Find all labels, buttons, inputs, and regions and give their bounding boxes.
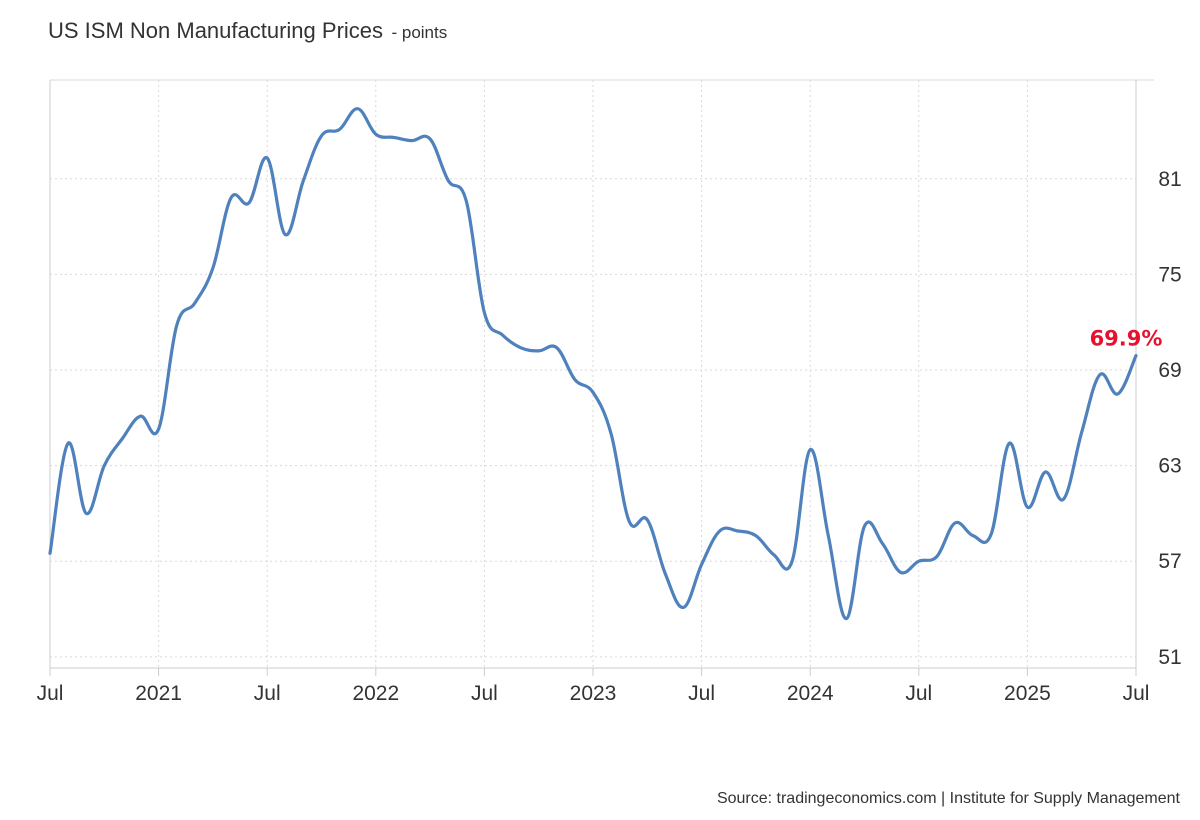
x-tick-label: Jul <box>37 682 64 705</box>
line-chart: 51 57 63 69 75 81 Jul 2021 Jul 2022 Jul 2023 Jul 202… <box>37 79 1182 705</box>
vertical-gridlines <box>49 80 1137 676</box>
y-tick-label: 63 <box>1158 455 1181 478</box>
x-tick-label: Jul <box>254 682 281 705</box>
y-tick-label: 57 <box>1158 550 1181 573</box>
x-tick-label: 2022 <box>352 682 399 705</box>
y-tick-label: 51 <box>1158 646 1181 669</box>
y-tick-label: 75 <box>1158 263 1181 286</box>
x-tick-label: Jul <box>1123 682 1150 705</box>
x-tick-label: Jul <box>688 682 715 705</box>
chart-title-block: US ISM Non Manufacturing Prices - points <box>48 18 447 44</box>
x-tick-label: 2023 <box>570 682 617 705</box>
x-tick-label: Jul <box>905 682 932 705</box>
x-tick-label: 2025 <box>1004 682 1051 705</box>
y-tick-label: 69 <box>1158 359 1181 382</box>
x-tick-label: Jul <box>471 682 498 705</box>
x-axis-labels: Jul 2021 Jul 2022 Jul 2023 Jul 2024 Jul 2025 Jul <box>37 682 1150 705</box>
chart-title: US ISM Non Manufacturing Prices <box>48 18 384 43</box>
series-line <box>48 107 1138 621</box>
horizontal-gridlines <box>50 178 1136 658</box>
y-axis-labels: 51 57 63 69 75 81 <box>1158 168 1181 669</box>
source-note: Source: tradingeconomics.com | Institute… <box>716 790 1180 807</box>
chart-axes <box>49 79 1154 669</box>
x-tick-label: 2021 <box>135 682 182 705</box>
chart-unit: - points <box>391 23 448 42</box>
last-value-label: 69.9% <box>1090 327 1163 351</box>
x-tick-label: 2024 <box>787 682 834 705</box>
y-tick-label: 81 <box>1158 168 1181 191</box>
